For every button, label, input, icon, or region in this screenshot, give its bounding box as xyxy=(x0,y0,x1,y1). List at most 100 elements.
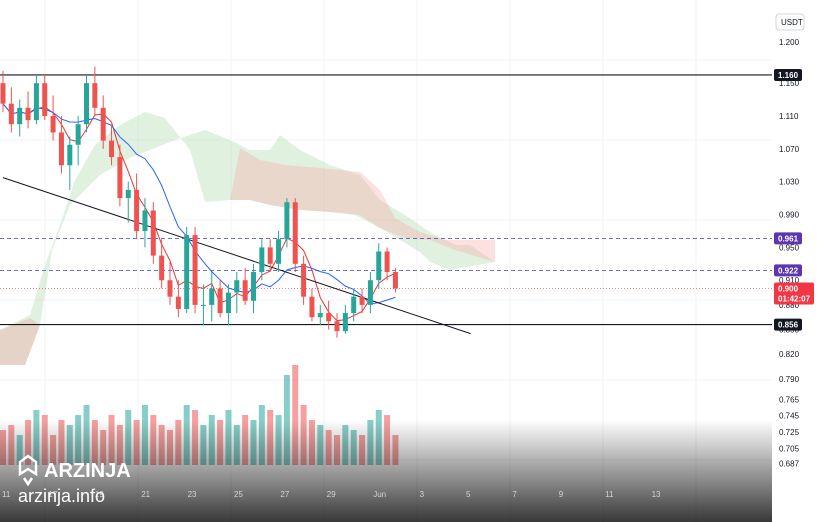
watermark-shadow xyxy=(0,420,772,522)
time-tick-label: 29 xyxy=(327,490,336,499)
candle xyxy=(150,202,156,264)
candle xyxy=(317,304,323,326)
candle-body xyxy=(134,189,140,231)
candle xyxy=(242,267,248,305)
candle-body xyxy=(58,132,64,166)
price-tick-label: 1.150 xyxy=(779,79,800,88)
candle-body xyxy=(92,83,98,108)
candle-body xyxy=(175,296,181,309)
candle-body xyxy=(317,313,323,318)
level-tag: 0.961 xyxy=(774,232,802,245)
price-tick-label: 0.950 xyxy=(779,243,800,252)
candle xyxy=(209,272,215,322)
candle-body xyxy=(276,239,282,264)
candle-body xyxy=(351,296,357,314)
cloud-bullish xyxy=(0,112,495,365)
candle-body xyxy=(301,263,307,297)
candle xyxy=(8,87,14,133)
candle xyxy=(200,284,206,326)
current-price-bg xyxy=(774,282,814,305)
candle-body xyxy=(184,235,190,309)
candle xyxy=(159,239,165,289)
candle-body xyxy=(142,210,148,231)
currency-selector[interactable] xyxy=(775,13,805,31)
price-tick-label: 0.725 xyxy=(779,428,800,437)
level-tag-bg xyxy=(774,68,802,81)
candle xyxy=(92,66,98,117)
candle xyxy=(225,284,231,326)
candle xyxy=(359,288,365,314)
candle xyxy=(75,116,81,166)
candle-body xyxy=(367,280,373,305)
level-tag: 1.160 xyxy=(774,68,802,81)
candle xyxy=(326,300,332,330)
candle xyxy=(301,255,307,305)
candle xyxy=(376,243,382,289)
candle-body xyxy=(376,251,382,281)
candle xyxy=(58,116,64,174)
candle xyxy=(142,198,148,248)
ichimoku-cloud xyxy=(0,112,495,365)
price-tick-label: 0.990 xyxy=(779,211,800,220)
watermark-site: arzinja.info xyxy=(18,486,105,506)
candle xyxy=(0,70,6,112)
level-tag-label: 0.922 xyxy=(778,266,799,275)
candle xyxy=(25,91,31,129)
time-tick-label: 9 xyxy=(559,490,564,499)
current-price-countdown: 01:42:07 xyxy=(778,294,811,303)
candle xyxy=(276,230,282,273)
candle-body xyxy=(292,202,298,264)
candle-body xyxy=(342,313,348,332)
level-tag-label: 0.856 xyxy=(778,321,799,330)
time-tick-label: 27 xyxy=(280,490,289,499)
candle-body xyxy=(150,210,156,256)
price-axis[interactable] xyxy=(772,0,822,522)
level-tag-bg xyxy=(774,318,802,331)
time-tick-label: Jun xyxy=(373,490,386,499)
candle-body xyxy=(8,103,14,125)
candle xyxy=(342,304,348,334)
watermark-brand: ARZINJA xyxy=(44,460,131,482)
candle xyxy=(42,74,48,121)
candle-body xyxy=(217,288,223,314)
price-tick-label: 1.070 xyxy=(779,145,800,154)
time-tick-label: 11 xyxy=(2,490,11,499)
candle xyxy=(217,280,223,318)
time-tick-label: 25 xyxy=(234,490,243,499)
time-tick-label: 19 xyxy=(95,490,104,499)
candle xyxy=(33,74,39,125)
price-tick-label: 0.745 xyxy=(779,412,800,421)
candle-body xyxy=(200,304,206,306)
price-tick-label: 1.110 xyxy=(779,112,799,121)
candle xyxy=(100,95,106,149)
cloud-bearish-left xyxy=(0,318,40,365)
arzinja-logo-icon xyxy=(18,454,38,487)
candle xyxy=(109,124,115,166)
candlesticks xyxy=(0,66,398,338)
candle xyxy=(117,144,123,207)
candle-body xyxy=(309,296,315,318)
current-price-value: 0.900 xyxy=(778,284,799,293)
candle-body xyxy=(117,157,123,199)
candle-body xyxy=(359,296,365,305)
candle-body xyxy=(125,189,131,199)
candle xyxy=(50,95,56,141)
candle-body xyxy=(284,202,290,240)
time-tick-label: 7 xyxy=(512,490,517,499)
candle xyxy=(192,226,198,314)
base-line xyxy=(2,103,396,305)
time-tick-label: 5 xyxy=(466,490,471,499)
candle-body xyxy=(334,321,340,332)
time-tick-label: 17 xyxy=(48,490,57,499)
candle-body xyxy=(109,140,115,158)
candle-body xyxy=(259,247,265,273)
candle-body xyxy=(234,280,240,293)
candle xyxy=(134,173,140,240)
price-tick-label: 0.910 xyxy=(779,276,800,285)
candle-body xyxy=(50,116,56,133)
candle xyxy=(175,280,181,318)
candle-body xyxy=(67,144,73,166)
candle-body xyxy=(75,124,81,145)
